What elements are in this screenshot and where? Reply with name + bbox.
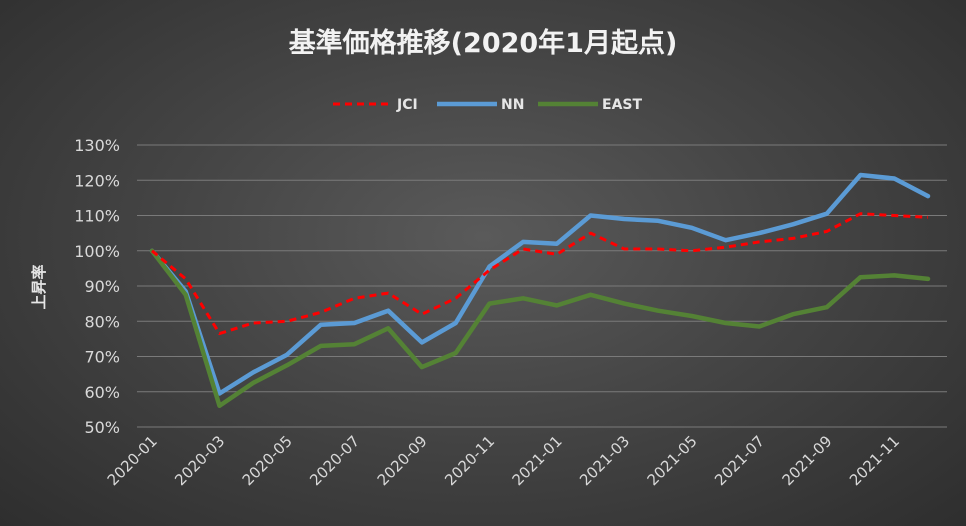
- chart-title: 基準価格推移(2020年1月起点): [289, 27, 678, 59]
- y-axis-ticks: 50% 60% 70% 80% 90% 100% 110% 120% 130%: [74, 136, 120, 437]
- gridlines: [137, 144, 947, 428]
- x-tick-label: 2021-05: [644, 432, 701, 489]
- x-tick-label: 2021-11: [846, 432, 903, 489]
- y-tick-label: 110%: [74, 207, 120, 226]
- y-tick-label: 90%: [84, 277, 120, 296]
- legend: JCI NN EAST: [333, 97, 642, 113]
- y-tick-label: 70%: [84, 348, 120, 367]
- series-line-jci: [151, 212, 929, 336]
- x-tick-label: 2020-03: [171, 432, 228, 489]
- legend-label-nn: NN: [501, 97, 524, 113]
- legend-label-east: EAST: [602, 97, 642, 113]
- y-tick-label: 80%: [84, 312, 120, 331]
- x-tick-label: 2020-09: [374, 432, 431, 489]
- x-tick-label: 2020-11: [441, 432, 498, 489]
- x-tick-label: 2021-07: [711, 432, 768, 489]
- x-axis-ticks: 2020-01 2020-03 2020-05 2020-07 2020-09 2020-…: [104, 432, 903, 489]
- x-tick-label: 2020-05: [239, 432, 296, 489]
- series-line-east: [149, 248, 931, 409]
- y-tick-label: 120%: [74, 171, 120, 190]
- y-tick-label: 60%: [84, 383, 120, 402]
- series-lines: [149, 172, 931, 409]
- x-tick-label: 2020-07: [306, 432, 363, 489]
- y-tick-label: 130%: [74, 136, 120, 155]
- x-tick-label: 2021-09: [779, 432, 836, 489]
- x-tick-label: 2020-01: [104, 432, 161, 489]
- legend-label-jci: JCI: [396, 97, 418, 113]
- series-line-nn: [149, 172, 931, 396]
- x-tick-label: 2021-03: [576, 432, 633, 489]
- y-tick-label: 100%: [74, 242, 120, 261]
- x-tick-label: 2021-01: [509, 432, 566, 489]
- y-axis-label: 上昇率: [30, 264, 48, 309]
- y-tick-label: 50%: [84, 418, 120, 437]
